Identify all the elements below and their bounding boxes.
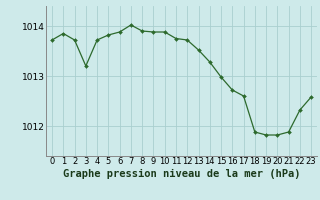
X-axis label: Graphe pression niveau de la mer (hPa): Graphe pression niveau de la mer (hPa) bbox=[63, 169, 300, 179]
